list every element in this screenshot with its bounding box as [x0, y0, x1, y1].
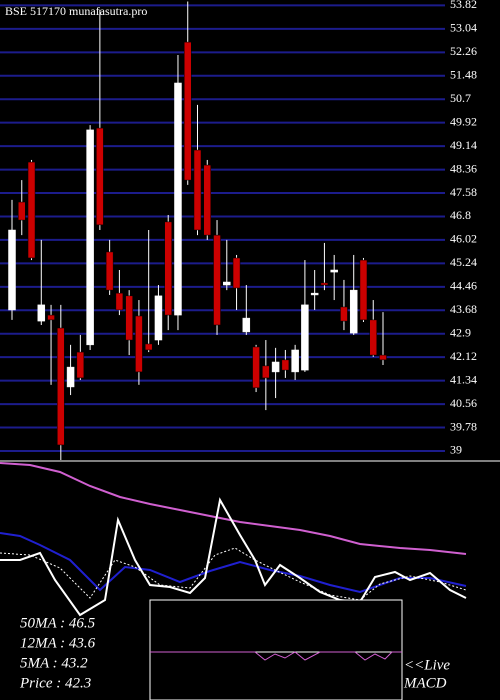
chart-title: BSE 517170 munafasutra.pro [5, 4, 147, 18]
y-tick-label: 43.68 [450, 302, 477, 316]
candle-body [349, 289, 358, 334]
candle-body [340, 306, 348, 322]
candle-body [379, 354, 387, 361]
candle-body [232, 257, 241, 289]
y-tick-label: 52.26 [450, 44, 477, 58]
candle-body [310, 292, 319, 296]
candle-body [359, 259, 368, 321]
y-tick-label: 48.36 [450, 161, 477, 175]
live-label: <<Live [404, 657, 450, 673]
candle-body [66, 366, 75, 388]
candle-body [320, 282, 329, 286]
ma-line [0, 462, 467, 555]
macd-label: MACD [403, 675, 447, 691]
candle-body [281, 359, 290, 371]
candle-body [193, 149, 202, 231]
y-tick-label: 53.82 [450, 0, 477, 11]
y-tick-label: 47.58 [450, 185, 477, 199]
macd-line [150, 651, 402, 661]
candle-body [242, 317, 251, 333]
y-tick-label: 40.56 [450, 396, 477, 410]
candle-body [57, 327, 65, 446]
candle-body [330, 269, 338, 273]
candle-body [183, 41, 192, 181]
candle-body [144, 343, 153, 351]
ma-line [0, 497, 467, 617]
candle-body [105, 251, 114, 291]
macd-box [149, 599, 403, 700]
y-tick-label: 51.48 [450, 68, 477, 82]
y-tick-label: 45.24 [450, 255, 477, 269]
candle-body [301, 304, 309, 371]
candle-body [135, 315, 143, 373]
y-tick-label: 49.92 [450, 114, 477, 128]
y-tick-label: 53.04 [450, 21, 477, 35]
candle-body [86, 129, 94, 346]
candle-body [8, 229, 16, 311]
candle-body [154, 295, 163, 341]
y-tick-label: 46.02 [450, 232, 477, 246]
indicator-label: 50MA : 46.5 [20, 615, 96, 631]
candle-body [271, 361, 280, 373]
y-tick-label: 50.7 [450, 91, 471, 105]
ma-line [0, 547, 467, 601]
candle-body [27, 161, 36, 259]
indicator-label: 5MA : 43.2 [20, 655, 88, 671]
candle-body [164, 221, 172, 316]
y-tick-label: 39.78 [450, 419, 477, 433]
indicator-label: 12MA : 43.6 [20, 635, 96, 651]
candle-body [223, 281, 231, 286]
y-tick-label: 44.46 [450, 279, 477, 293]
ma-line [0, 532, 467, 594]
candle-body [262, 365, 270, 379]
y-tick-label: 42.9 [450, 325, 471, 339]
candle-body [47, 314, 55, 321]
candle-body [369, 319, 377, 356]
candle-body [252, 346, 260, 389]
candle-body [213, 234, 221, 326]
candle-body [18, 201, 26, 221]
candle-body [174, 82, 182, 316]
indicator-label: Price : 42.3 [19, 675, 91, 691]
y-tick-label: 42.12 [450, 349, 477, 363]
candle-body [37, 304, 46, 322]
y-tick-label: 49.14 [450, 138, 477, 152]
candle-body [125, 295, 133, 341]
candle-body [76, 351, 85, 379]
y-tick-label: 46.8 [450, 208, 471, 222]
candle-body [203, 164, 212, 236]
candle-body [96, 127, 104, 226]
candle-body [115, 292, 124, 311]
y-tick-label: 39 [450, 443, 462, 457]
y-tick-label: 41.34 [450, 372, 477, 386]
candle-body [291, 349, 299, 373]
